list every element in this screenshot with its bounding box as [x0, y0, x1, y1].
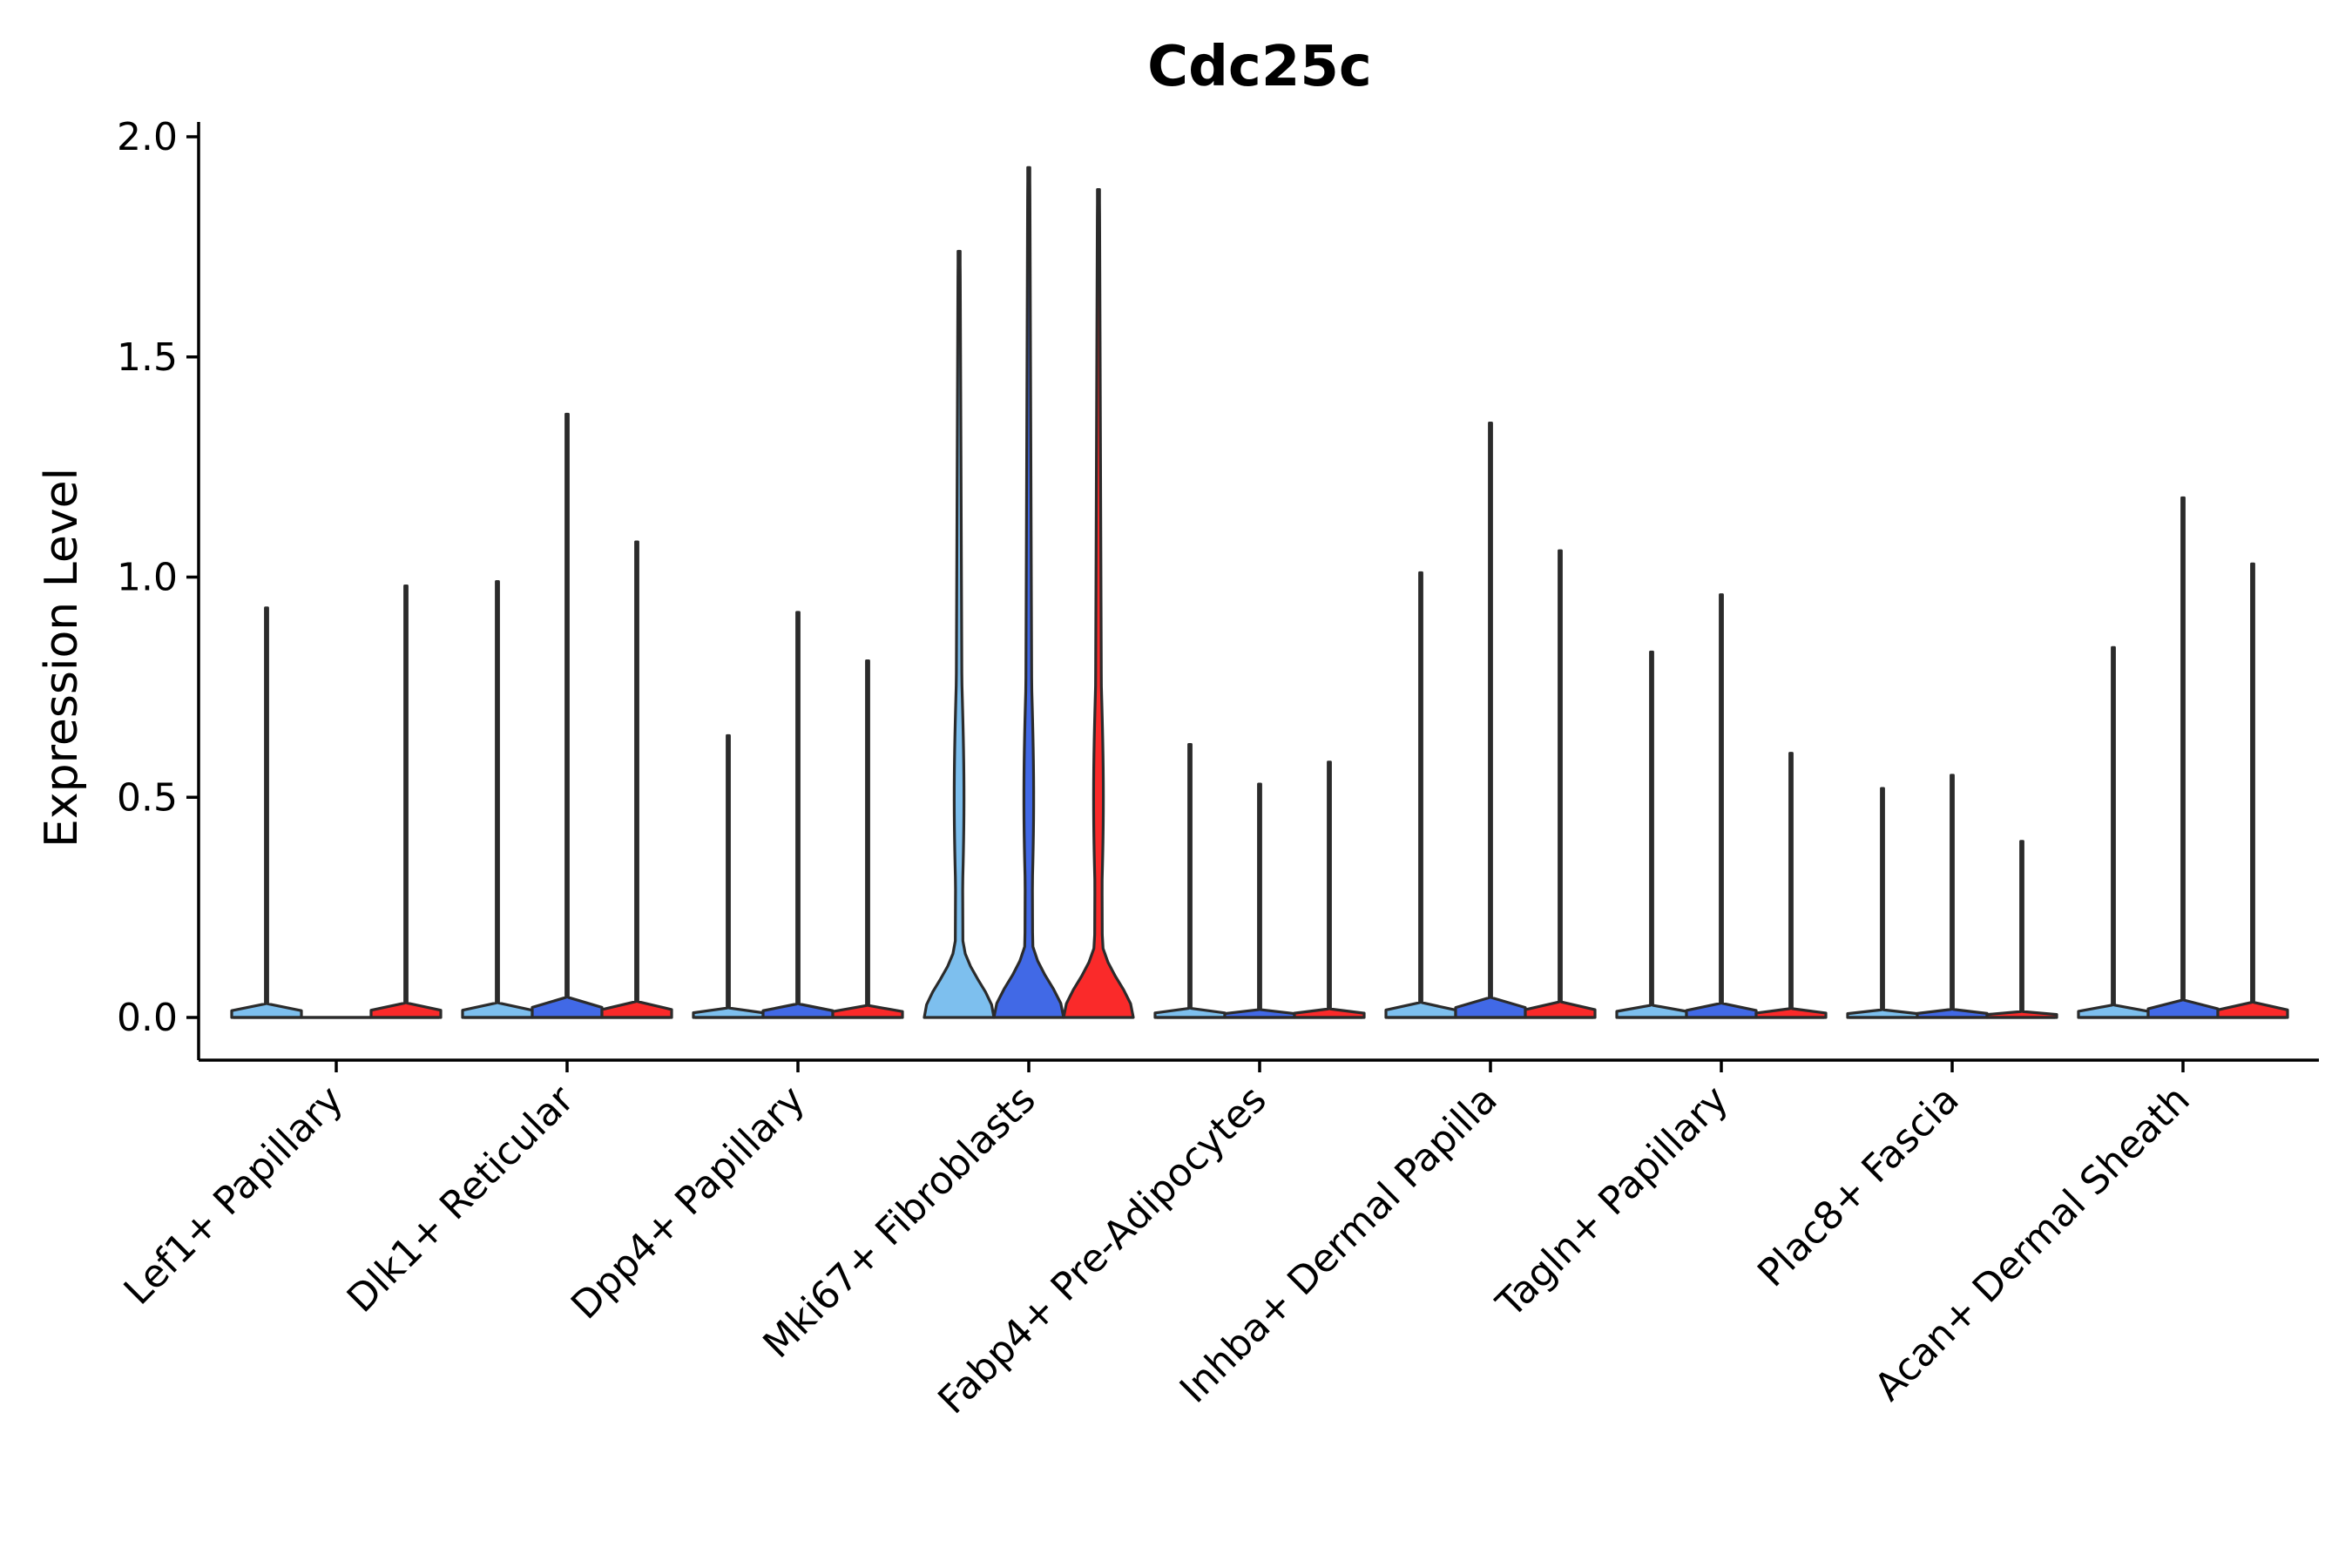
violin-1 [1846, 787, 1919, 1019]
violin-2 [992, 166, 1065, 1019]
y-axis-label: Expression Level [36, 468, 88, 848]
violin-1 [2077, 645, 2150, 1019]
y-tick-label: 1.5 [117, 335, 178, 380]
violin-3 [1524, 549, 1597, 1019]
violin-3 [2216, 562, 2289, 1019]
violin-1 [230, 606, 303, 1019]
y-axis: 0.0 0.5 1.0 1.5 2.0 [117, 115, 200, 1060]
x-tick-label: Dlk1+ Reticular [339, 1077, 584, 1321]
violin-1 [461, 579, 534, 1019]
violin-3 [1985, 840, 2058, 1019]
y-tick-label: 2.0 [117, 115, 178, 159]
violin-2 [1685, 593, 1758, 1019]
violin-2 [1223, 782, 1296, 1019]
chart-title: Cdc25c [1147, 35, 1372, 99]
violin-2 [1916, 774, 1989, 1019]
violin-3 [831, 659, 904, 1019]
violin-2 [531, 412, 604, 1019]
violin-3 [1754, 752, 1828, 1019]
violin-3 [369, 585, 443, 1019]
violin-3 [600, 540, 673, 1019]
y-tick-label: 1.0 [117, 556, 178, 600]
plot-area [230, 166, 2289, 1019]
violin-2 [761, 611, 835, 1019]
y-tick-label: 0.0 [117, 996, 178, 1040]
violin-2 [2146, 496, 2220, 1019]
violin-2 [1454, 421, 1527, 1019]
violin-3 [1062, 188, 1135, 1019]
x-tick-label: Lef1+ Papillary [116, 1078, 352, 1314]
violin-1 [1384, 571, 1457, 1019]
violin-1 [1615, 650, 1688, 1019]
x-tick-label: Tagln+ Papillary [1488, 1078, 1737, 1327]
violin-1 [923, 249, 996, 1019]
violin-1 [692, 733, 765, 1019]
violin-3 [1293, 760, 1366, 1019]
x-tick-label: Plac8+ Fascia [1749, 1078, 1968, 1296]
violin-1 [1153, 742, 1227, 1019]
y-tick-label: 0.5 [117, 775, 178, 820]
x-tick-label: Dpp4+ Papillary [563, 1078, 814, 1328]
